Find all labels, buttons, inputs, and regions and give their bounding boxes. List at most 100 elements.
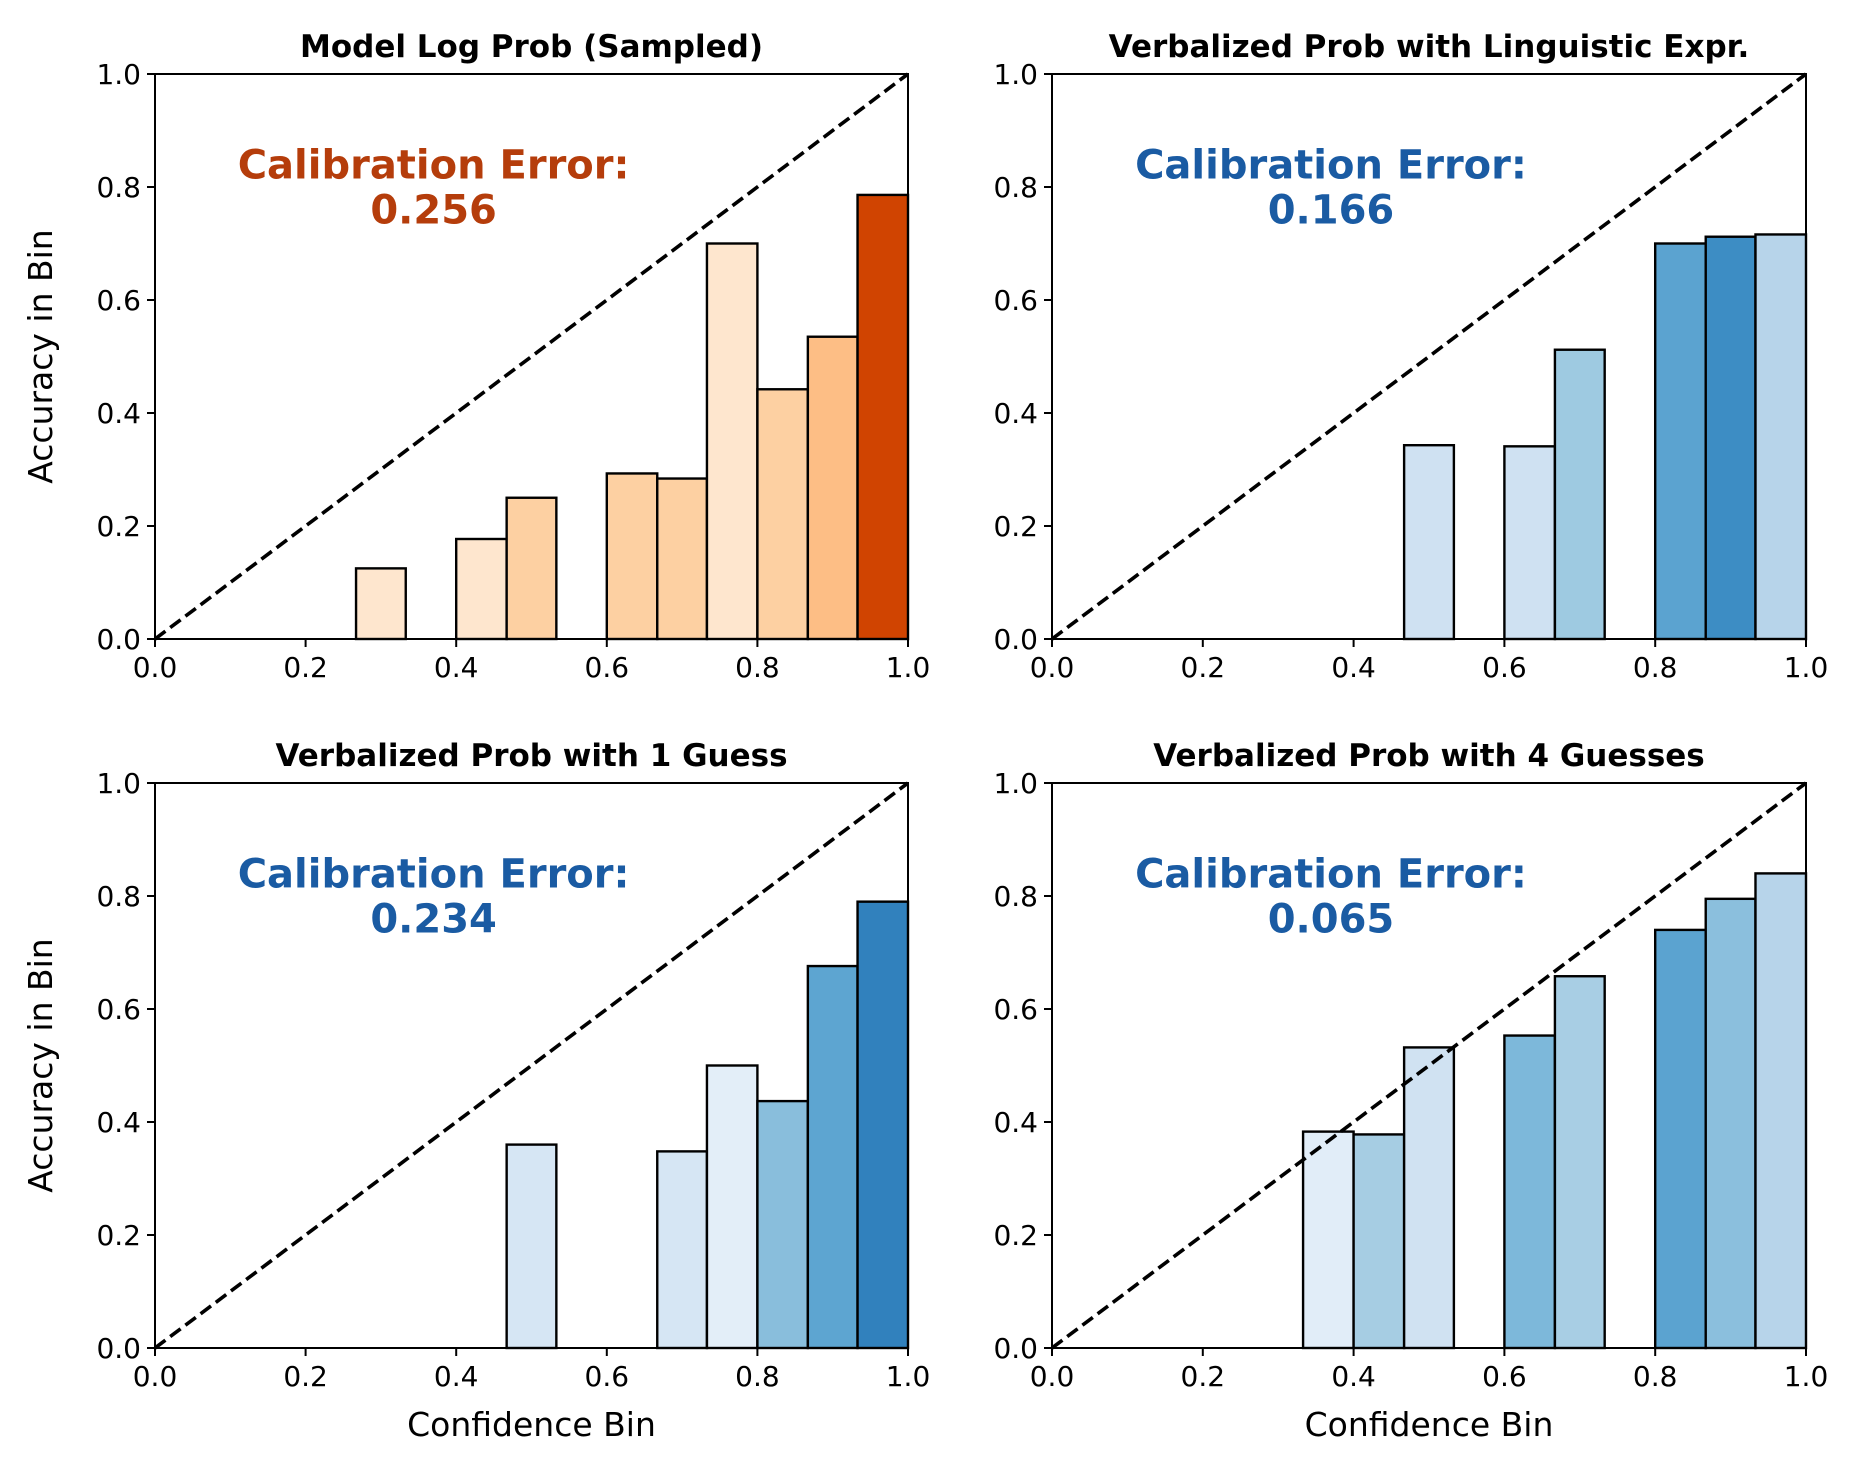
calibration-error-value: 0.065 [1268,897,1395,943]
perfect-calibration-line [153,781,910,1350]
y-tick-label: 0.6 [993,993,1038,1026]
bar [656,1150,709,1350]
x-tick-label: 0.6 [1482,1360,1527,1393]
y-tick-label: 0.6 [993,284,1038,317]
bar [605,472,659,641]
x-tick-label: 1.0 [886,651,931,684]
chart-title: Verbalized Prob with 1 Guess [275,738,787,774]
chart-panel-3: 0.0 0.2 0.4 0.6 0.8 1.0 0.0 0.2 0.4 0.6 0.8 1.0 Verb… [21,738,930,1444]
x-tick-label: 0.0 [133,651,178,684]
chart-panel-4: 0.0 0.2 0.4 0.6 0.8 1.0 0.0 0.2 0.4 0.6 0.8 1.0 Verb… [993,738,1828,1444]
x-tick-label: 0.4 [1331,1360,1376,1393]
y-tick-label: 0.8 [96,171,141,204]
bar [756,388,810,641]
x-tick-label: 0.0 [1030,651,1075,684]
chart-title: Verbalized Prob with 4 Guesses [1153,738,1705,774]
bar [1754,872,1808,1350]
x-tick-label: 0.4 [434,651,479,684]
axes-frame [154,73,909,640]
chart-title: Verbalized Prob with Linguistic Expr. [1109,29,1750,65]
perfect-calibration-line [153,72,910,641]
bar [505,1143,558,1350]
bar [455,537,508,641]
bar [705,1064,759,1350]
axes-frame [154,782,909,1349]
y-tick-label: 0.4 [96,1106,141,1139]
bar [1503,445,1557,641]
axes-frame [1051,73,1807,640]
x-tick-label: 0.8 [1633,1360,1678,1393]
y-tick-label: 0.6 [96,284,141,317]
x-tick-label: 0.2 [283,651,328,684]
y-tick-label: 1.0 [993,767,1038,800]
x-axis-label: Confidence Bin [1305,1405,1554,1444]
bar [1402,444,1456,641]
y-tick-label: 0.0 [96,623,141,656]
bar [856,900,910,1350]
bar [1352,1133,1406,1350]
calibration-error-label: Calibration Error: [238,851,630,897]
y-tick-label: 0.6 [96,993,141,1026]
chart-panel-2: 0.0 0.2 0.4 0.6 0.8 1.0 0.0 0.2 0.4 0.6 0.8 1.0 Verb… [993,29,1828,684]
calibration-error-value: 0.166 [1268,188,1395,234]
y-tick-label: 0.2 [993,1219,1038,1252]
bar [806,964,859,1350]
x-tick-label: 0.0 [133,1360,178,1393]
calibration-error-label: Calibration Error: [238,142,630,188]
x-tick-label: 0.2 [283,1360,328,1393]
y-tick-label: 0.8 [993,880,1038,913]
bar [705,242,759,641]
bar [1301,1130,1355,1350]
x-tick-label: 0.8 [1633,651,1678,684]
x-tick-label: 1.0 [1784,1360,1829,1393]
x-tick-label: 0.8 [735,1360,780,1393]
calibration-error-value: 0.256 [370,188,497,234]
y-tick-label: 0.4 [993,397,1038,430]
x-axis-label: Confidence Bin [407,1405,656,1444]
y-tick-label: 1.0 [96,767,141,800]
bar [806,335,859,641]
y-tick-label: 0.2 [993,510,1038,543]
calibration-error-value: 0.234 [370,897,497,943]
bar [656,477,709,641]
y-tick-label: 0.2 [96,1219,141,1252]
bar [354,567,407,641]
bar [1402,1046,1456,1350]
y-tick-label: 0.2 [96,510,141,543]
bar [756,1099,810,1350]
x-tick-label: 0.6 [585,651,630,684]
bar [1553,348,1606,641]
x-tick-label: 0.6 [1482,651,1527,684]
x-tick-label: 1.0 [886,1360,931,1393]
y-axis-label: Accuracy in Bin [21,938,60,1192]
y-axis-label: Accuracy in Bin [21,229,60,483]
bar [1653,242,1707,641]
x-tick-label: 0.8 [735,651,780,684]
x-tick-label: 0.2 [1181,1360,1226,1393]
bar [1553,975,1606,1350]
bar [1704,897,1757,1350]
perfect-calibration-line [1050,72,1808,641]
x-tick-label: 0.0 [1030,1360,1075,1393]
x-tick-label: 0.4 [434,1360,479,1393]
x-tick-label: 0.2 [1181,651,1226,684]
y-tick-label: 0.0 [993,623,1038,656]
bar [856,193,910,641]
y-tick-label: 0.4 [96,397,141,430]
chart-title: Model Log Prob (Sampled) [300,29,763,65]
y-tick-label: 0.4 [993,1106,1038,1139]
calibration-error-label: Calibration Error: [1135,142,1527,188]
bar [505,496,558,641]
y-tick-label: 0.0 [96,1332,141,1365]
bar [1503,1034,1557,1350]
axes-frame [1051,782,1807,1349]
x-tick-label: 0.4 [1331,651,1376,684]
y-tick-label: 0.8 [96,880,141,913]
y-tick-label: 0.8 [993,171,1038,204]
chart-panel-1: 0.0 0.2 0.4 0.6 0.8 1.0 0.0 0.2 0.4 0.6 0.8 1.0 Mode… [21,29,930,684]
calibration-error-label: Calibration Error: [1135,851,1527,897]
bar [1704,235,1757,641]
x-tick-label: 0.6 [585,1360,630,1393]
bar [1653,928,1707,1350]
perfect-calibration-line [1050,781,1808,1350]
